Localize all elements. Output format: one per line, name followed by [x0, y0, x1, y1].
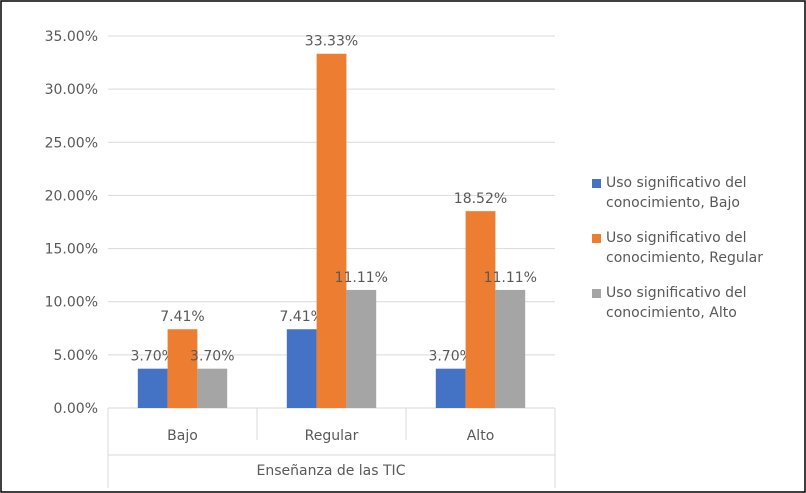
y-tick-label: 15.00% [45, 242, 98, 258]
legend-item: Uso significativo del conocimiento, Regu… [592, 228, 806, 268]
legend-swatch [592, 179, 601, 188]
y-tick-label: 35.00% [45, 29, 98, 45]
bar [197, 368, 228, 408]
x-tick-label: Regular [305, 428, 359, 444]
legend-label: Uso significativo del conocimiento, Regu… [606, 230, 763, 266]
data-label: 3.70% [190, 349, 234, 365]
x-tick-label: Bajo [167, 428, 198, 444]
legend-item: Uso significativo del conocimiento, Alto [592, 283, 806, 323]
data-label: 33.33% [305, 34, 358, 50]
y-tick-label: 20.00% [45, 188, 98, 204]
x-axis-title: Enseñanza de las TIC [257, 463, 406, 479]
bar [137, 368, 168, 408]
bar [346, 289, 377, 408]
legend-swatch [592, 289, 601, 298]
bar [465, 211, 496, 408]
bar [495, 289, 526, 408]
y-tick-label: 0.00% [54, 401, 98, 417]
data-label: 7.41% [160, 309, 204, 325]
y-tick-label: 5.00% [54, 348, 98, 364]
data-label: 3.70% [428, 349, 472, 365]
legend-item: Uso significativo del conocimiento, Bajo [592, 173, 806, 213]
data-label: 3.70% [130, 349, 174, 365]
y-tick-label: 10.00% [45, 295, 98, 311]
x-tick-label: Alto [467, 428, 495, 444]
data-label: 11.11% [335, 270, 388, 286]
legend-swatch [592, 234, 601, 243]
bar [286, 329, 317, 408]
bar [316, 53, 347, 408]
y-tick-label: 25.00% [45, 135, 98, 151]
bar [435, 368, 466, 408]
data-label: 11.11% [484, 270, 537, 286]
legend-label: Uso significativo del conocimiento, Bajo [606, 175, 747, 211]
data-label: 18.52% [454, 191, 507, 207]
y-tick-label: 30.00% [45, 82, 98, 98]
data-label: 7.41% [279, 309, 323, 325]
bar [167, 329, 198, 408]
legend-label: Uso significativo del conocimiento, Alto [606, 285, 747, 321]
